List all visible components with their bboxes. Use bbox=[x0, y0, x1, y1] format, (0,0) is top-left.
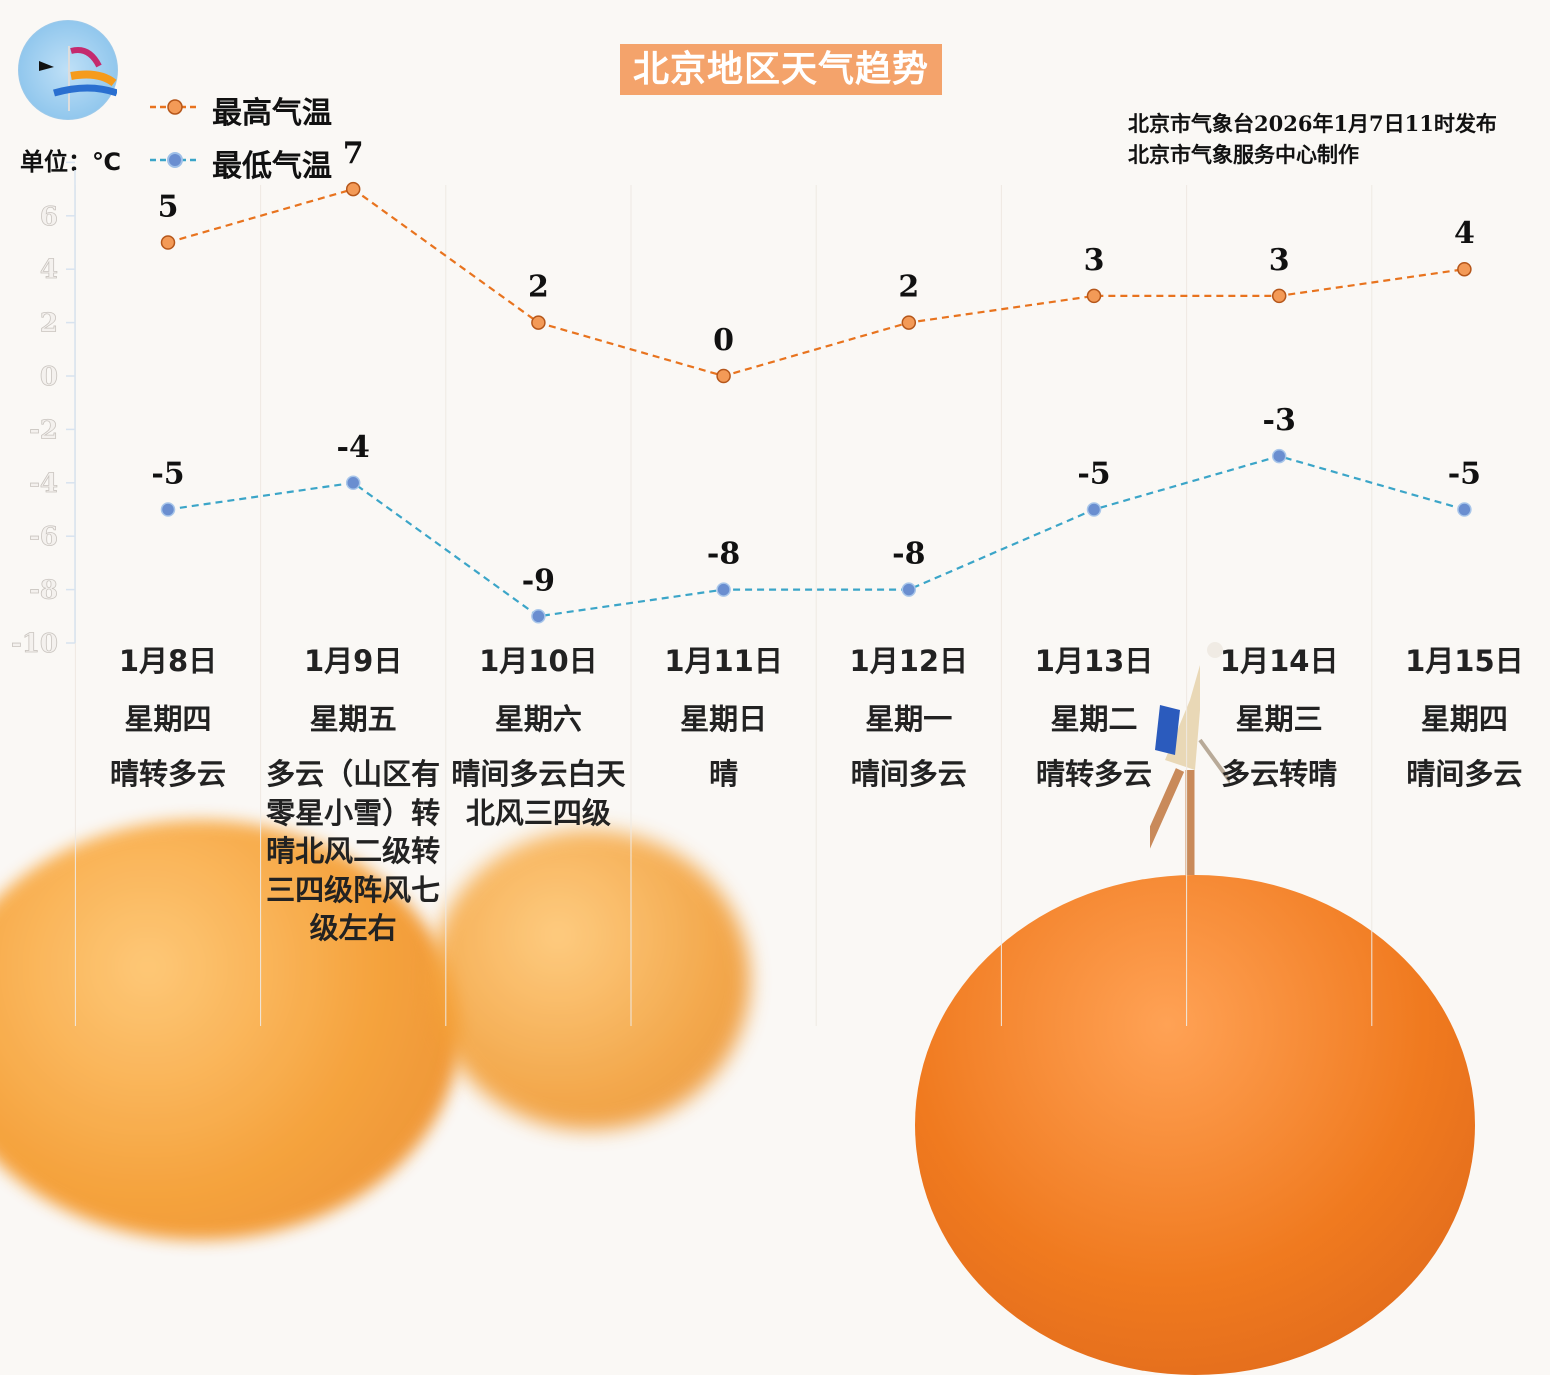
y-tick-label: -4 bbox=[29, 469, 58, 499]
high-temperature-label: 4 bbox=[1454, 216, 1475, 251]
publisher-line-1: 北京市气象台2026年1月7日11时发布 bbox=[1128, 111, 1497, 136]
high-temperature-label: 5 bbox=[158, 190, 179, 225]
legend-low-label: 最低气温 bbox=[212, 149, 332, 184]
weekday-label: 星期四 bbox=[124, 702, 212, 736]
date-label: 1月10日 bbox=[479, 644, 598, 678]
weather-condition: 晴间多云 bbox=[850, 757, 967, 791]
weather-condition: 晴转多云 bbox=[109, 757, 226, 791]
date-label: 1月8日 bbox=[118, 644, 218, 678]
weather-condition: 晴间多云白天北风三四级 bbox=[451, 757, 626, 830]
high-temperature-label: 2 bbox=[898, 270, 919, 305]
low-temperature-label: -8 bbox=[707, 537, 740, 572]
legend-high-marker bbox=[167, 99, 183, 115]
low-temperature-label: -5 bbox=[151, 457, 184, 492]
miniature-figure-image bbox=[1150, 642, 1230, 875]
low-temperature-point bbox=[716, 582, 731, 597]
legend-low-marker bbox=[167, 152, 183, 168]
high-temperature-point bbox=[1271, 288, 1287, 304]
high-temperature-label: 0 bbox=[713, 323, 734, 358]
low-temperature-point bbox=[1457, 502, 1472, 517]
high-temperature-point bbox=[1457, 261, 1472, 277]
weekday-label: 星期六 bbox=[494, 702, 582, 736]
weather-condition: 多云转晴 bbox=[1221, 757, 1338, 791]
low-temperature-label: -8 bbox=[892, 537, 925, 572]
weekday-label: 星期三 bbox=[1235, 702, 1323, 736]
high-temperature-line bbox=[167, 187, 1465, 378]
publisher-line-2: 北京市气象服务中心制作 bbox=[1128, 142, 1359, 167]
high-temperature-label: 2 bbox=[528, 270, 549, 305]
y-tick-label: -2 bbox=[29, 415, 58, 445]
high-temperature-point bbox=[345, 181, 361, 197]
date-label: 1月9日 bbox=[304, 644, 403, 678]
high-temperature-label: 3 bbox=[1084, 243, 1105, 278]
low-temperature-label: -5 bbox=[1077, 457, 1110, 492]
low-temperature-point bbox=[1271, 448, 1287, 464]
high-temperature-label: 7 bbox=[343, 136, 364, 171]
low-temperature-point bbox=[345, 475, 361, 491]
y-tick-label: 2 bbox=[40, 309, 58, 339]
date-label: 1月11日 bbox=[664, 644, 783, 678]
date-label: 1月14日 bbox=[1219, 644, 1339, 678]
legend-markers bbox=[150, 99, 200, 168]
weather-condition: 晴 bbox=[709, 757, 739, 791]
low-temperature-point bbox=[1086, 502, 1102, 517]
low-temperature-point bbox=[531, 609, 546, 624]
y-tick-label: -8 bbox=[29, 576, 58, 606]
y-tick-label: 4 bbox=[40, 255, 58, 285]
beijing-meteorological-service-logo bbox=[18, 20, 119, 120]
low-temperature-label: -4 bbox=[337, 430, 370, 465]
date-label: 1月15日 bbox=[1405, 644, 1524, 678]
low-temperature-label: -9 bbox=[522, 563, 555, 598]
high-temperature-point bbox=[160, 235, 176, 250]
high-temperature-point bbox=[531, 315, 546, 330]
legend-high-label: 最高气温 bbox=[212, 96, 332, 131]
weekday-label: 星期二 bbox=[1050, 702, 1138, 736]
y-tick-label: 6 bbox=[40, 202, 58, 232]
high-temperature-label: 3 bbox=[1269, 243, 1290, 278]
high-temperature-point bbox=[1086, 288, 1102, 304]
y-tick-label: -10 bbox=[11, 629, 58, 659]
temperature-chart: -10 -8 -6 -4 -2 0 2 4 6 5 7 2 0 2 3 3 4 -5 -4 -9 -8 -8 -5 -3 -5 bbox=[11, 136, 1481, 1026]
weekday-label: 星期一 bbox=[865, 702, 953, 736]
date-label: 1月12日 bbox=[849, 644, 969, 678]
weather-condition: 晴转多云 bbox=[1035, 757, 1152, 791]
low-temperature-point bbox=[901, 582, 917, 597]
weekday-label: 星期日 bbox=[680, 702, 768, 736]
low-temperature-label: -5 bbox=[1448, 457, 1481, 492]
low-temperature-label: -3 bbox=[1263, 403, 1296, 438]
chart-title: 北京地区天气趋势 bbox=[620, 44, 942, 95]
weather-condition: 多云（山区有零星小雪）转晴北风二级转三四级阵风七级左右 bbox=[266, 757, 441, 945]
weekday-label: 星期五 bbox=[309, 702, 397, 736]
date-label: 1月13日 bbox=[1034, 644, 1154, 678]
y-tick-label: -6 bbox=[29, 522, 58, 552]
y-tick-label: 0 bbox=[40, 362, 58, 392]
high-temperature-point bbox=[716, 368, 731, 384]
weather-condition: 晴间多云 bbox=[1406, 757, 1523, 791]
weekday-label: 星期四 bbox=[1420, 702, 1508, 736]
low-temperature-point bbox=[160, 502, 176, 517]
high-temperature-point bbox=[901, 315, 917, 330]
